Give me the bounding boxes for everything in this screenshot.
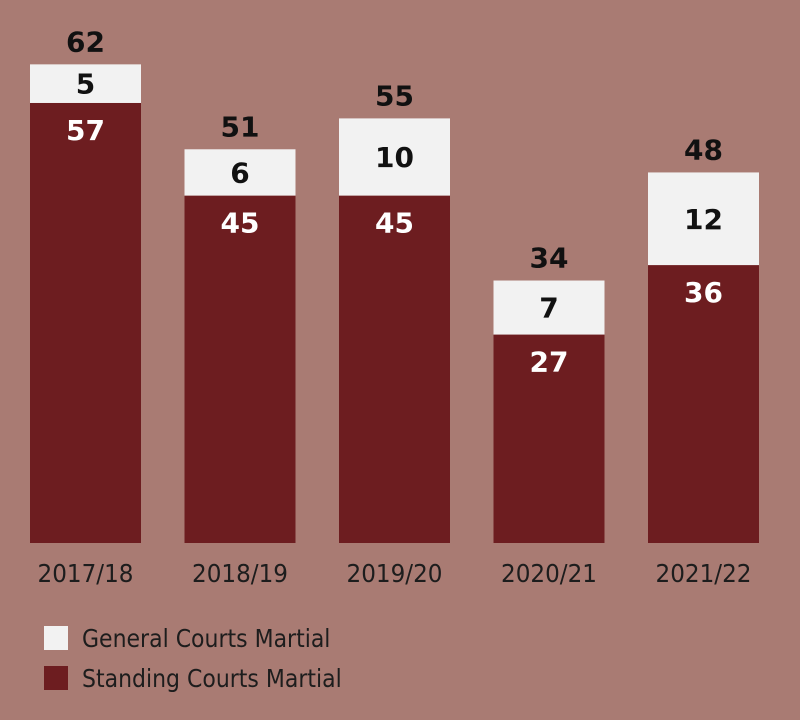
bar-standing-2017/18 bbox=[30, 102, 141, 544]
legend-label-standing: Standing Courts Martial bbox=[82, 663, 342, 693]
value-label-general-2017/18: 5 bbox=[76, 68, 95, 101]
bar-general-2020/21 bbox=[493, 280, 605, 335]
bar-general-2018/19 bbox=[184, 149, 296, 196]
total-label-2018/19: 51 bbox=[221, 110, 260, 143]
value-label-general-2020/21: 7 bbox=[539, 292, 558, 325]
value-label-general-2019/20: 10 bbox=[375, 141, 414, 174]
total-label-2017/18: 62 bbox=[66, 25, 105, 58]
legend-item-standing: Standing Courts Martial bbox=[44, 658, 377, 698]
total-label-2019/20: 55 bbox=[375, 79, 414, 112]
bar-standing-2019/20 bbox=[339, 195, 450, 543]
bar-general-2017/18 bbox=[30, 64, 141, 103]
value-label-standing-2020/21: 27 bbox=[530, 346, 569, 379]
total-label-2020/21: 34 bbox=[530, 242, 569, 275]
value-label-general-2018/19: 6 bbox=[230, 156, 249, 189]
bar-general-2019/20 bbox=[339, 118, 450, 196]
bar-general-2021/22 bbox=[648, 172, 759, 266]
value-label-standing-2017/18: 57 bbox=[66, 114, 105, 147]
value-label-standing-2021/22: 36 bbox=[684, 276, 723, 309]
category-label-2018/19: 2018/19 bbox=[192, 559, 288, 588]
legend-swatch-general bbox=[44, 626, 68, 650]
bar-standing-2018/19 bbox=[184, 195, 296, 543]
legend-swatch-standing bbox=[44, 666, 68, 690]
legend-item-general: General Courts Martial bbox=[44, 618, 377, 658]
category-label-2017/18: 2017/18 bbox=[38, 559, 134, 588]
category-label-2020/21: 2020/21 bbox=[501, 559, 597, 588]
bar-standing-2020/21 bbox=[493, 334, 605, 543]
category-label-2021/22: 2021/22 bbox=[656, 559, 752, 588]
category-label-2019/20: 2019/20 bbox=[347, 559, 443, 588]
total-label-2021/22: 48 bbox=[684, 133, 723, 166]
legend-label-general: General Courts Martial bbox=[82, 623, 331, 653]
value-label-standing-2019/20: 45 bbox=[375, 207, 414, 240]
bar-standing-2021/22 bbox=[648, 265, 759, 543]
value-label-standing-2018/19: 45 bbox=[221, 207, 260, 240]
value-label-general-2021/22: 12 bbox=[684, 203, 723, 236]
legend: General Courts Martial Standing Courts M… bbox=[44, 618, 377, 698]
